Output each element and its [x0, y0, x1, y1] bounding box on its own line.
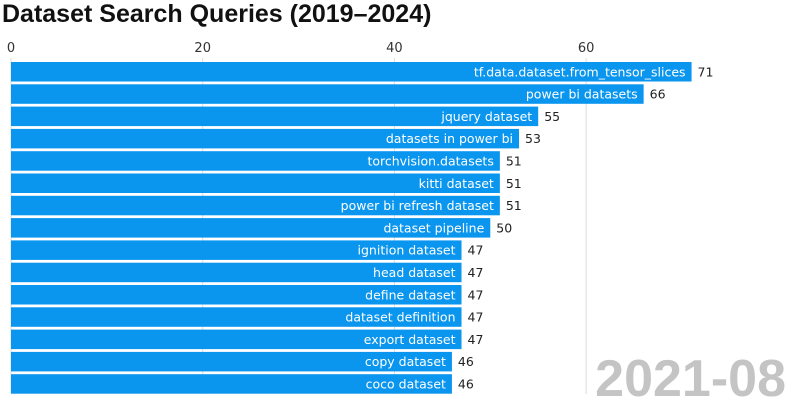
x-tick-label: 40 [386, 41, 403, 56]
bar-value-label: 47 [468, 332, 484, 347]
bar-row: power bi refresh dataset 51 [11, 195, 522, 216]
bar-value-label: 66 [650, 87, 666, 102]
bar [11, 106, 539, 127]
bar [11, 218, 491, 238]
period-label: 2021-08 [595, 350, 786, 400]
bar-row: coco dataset 46 [11, 374, 474, 394]
bars: tf.data.dataset.from_tensor_slices 71 powe… [11, 62, 713, 394]
bar-category-label: dataset definition [345, 310, 455, 325]
bar [11, 84, 644, 104]
bar-value-label: 51 [506, 176, 522, 191]
bar-category-label: tf.data.dataset.from_tensor_slices [474, 64, 686, 79]
bar-category-label: power bi refresh dataset [341, 198, 494, 213]
bar-category-label: export dataset [364, 332, 456, 347]
bar [11, 307, 462, 327]
bar-category-label: jquery dataset [440, 109, 532, 124]
bar-value-label: 55 [544, 109, 560, 124]
x-tick-label: 0 [7, 41, 15, 56]
bar [11, 240, 462, 260]
x-tick-label: 60 [578, 41, 595, 56]
bar-value-label: 50 [496, 220, 512, 235]
x-tick-label: 20 [194, 41, 211, 56]
bar-row: datasets in power bi 53 [11, 128, 541, 149]
bar-value-label: 47 [468, 243, 484, 258]
bar [11, 62, 692, 82]
bar-value-label: 47 [468, 310, 484, 325]
bar-row: ignition dataset 47 [11, 240, 483, 260]
bar [11, 195, 500, 216]
bar-row: torchvision.datasets 51 [11, 151, 522, 171]
bar-category-label: define dataset [365, 287, 455, 302]
bar-category-label: copy dataset [365, 354, 446, 369]
x-axis-ticks: 0 20 40 60 [7, 41, 595, 56]
bar-value-label: 46 [458, 354, 474, 369]
bar [11, 285, 462, 305]
bar-row: export dataset 47 [11, 329, 484, 350]
bar [11, 173, 500, 193]
bar-row: dataset definition 47 [11, 307, 483, 327]
bar-value-label: 51 [506, 198, 522, 213]
bar [11, 374, 452, 394]
bar-row: tf.data.dataset.from_tensor_slices 71 [11, 62, 713, 82]
bar [11, 329, 462, 350]
chart-title: Dataset Search Queries (2019–2024) [2, 0, 431, 28]
bar-category-label: kitti dataset [419, 176, 494, 191]
bar-value-label: 71 [698, 64, 714, 79]
bar-category-label: datasets in power bi [386, 131, 513, 146]
bar [11, 351, 452, 372]
bar-category-label: power bi datasets [526, 87, 638, 102]
bar-category-label: coco dataset [366, 376, 446, 391]
bar-row: jquery dataset 55 [11, 106, 560, 127]
bar-value-label: 53 [525, 131, 541, 146]
bar-category-label: dataset pipeline [383, 220, 484, 235]
bar-value-label: 47 [468, 287, 484, 302]
bar [11, 151, 500, 171]
bar-category-label: torchvision.datasets [367, 153, 493, 168]
bar-row: copy dataset 46 [11, 351, 474, 372]
bar [11, 262, 462, 283]
bar-row: define dataset 47 [11, 285, 483, 305]
bar-value-label: 47 [468, 265, 484, 280]
bar-row: head dataset 47 [11, 262, 484, 283]
bar-category-label: head dataset [373, 265, 456, 280]
bar-row: kitti dataset 51 [11, 173, 522, 193]
bar-value-label: 51 [506, 153, 522, 168]
bar-value-label: 46 [458, 376, 474, 391]
bar [11, 128, 520, 149]
bar-category-label: ignition dataset [358, 243, 456, 258]
bar-row: power bi datasets 66 [11, 84, 666, 104]
bar-row: dataset pipeline 50 [11, 218, 512, 238]
